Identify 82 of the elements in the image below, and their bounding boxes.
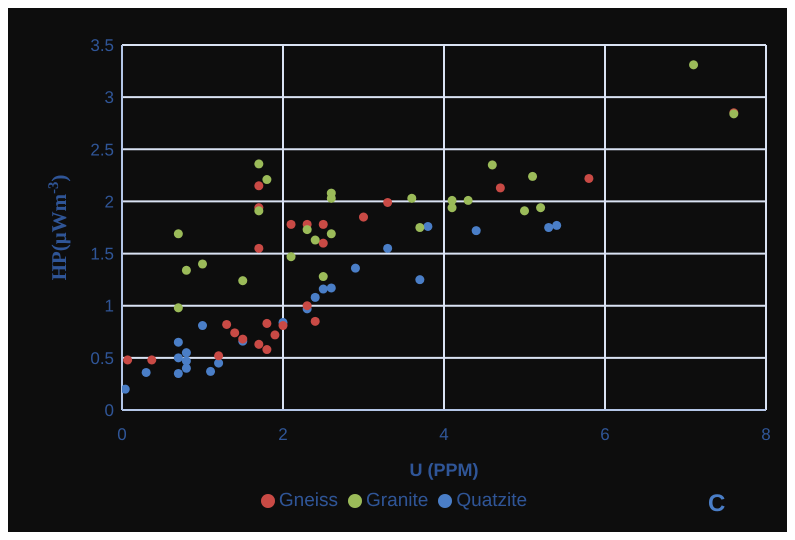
- legend-label: Gneiss: [278, 490, 338, 511]
- point: [689, 60, 698, 70]
- point: [198, 259, 208, 269]
- point: [174, 368, 183, 378]
- point: [262, 345, 272, 354]
- point: [214, 351, 224, 360]
- point: [448, 203, 457, 212]
- point: [302, 301, 312, 310]
- y-tick-label: 2.5: [90, 140, 114, 160]
- x-tick-label: 0: [117, 425, 127, 444]
- point: [584, 174, 594, 183]
- point: [222, 320, 232, 329]
- x-axis-title: U (PPM): [410, 460, 478, 480]
- point: [544, 222, 554, 232]
- point: [254, 206, 264, 216]
- point: [496, 183, 505, 192]
- point: [448, 196, 457, 205]
- point: [254, 340, 264, 349]
- point: [536, 203, 546, 212]
- point: [142, 368, 151, 377]
- point: [174, 303, 183, 312]
- point: [464, 196, 473, 205]
- legend-label: Granite: [366, 490, 428, 511]
- point: [318, 238, 328, 248]
- point: [174, 353, 183, 362]
- point: [350, 264, 360, 273]
- point: [270, 330, 280, 340]
- point: [182, 356, 191, 366]
- point: [302, 225, 312, 234]
- point: [182, 348, 191, 358]
- y-tick-label: 1.5: [90, 244, 114, 264]
- point: [383, 198, 392, 207]
- point: [552, 220, 562, 230]
- point: [310, 292, 320, 302]
- point: [254, 181, 264, 190]
- point: [254, 159, 264, 168]
- point: [528, 172, 538, 181]
- point: [310, 236, 320, 245]
- point: [318, 272, 328, 282]
- point: [230, 328, 240, 338]
- point: [182, 266, 191, 275]
- y-tick-label: 0: [104, 401, 114, 420]
- point: [206, 366, 216, 376]
- x-tick-label: 6: [600, 425, 610, 444]
- y-tick-label: 0.5: [90, 348, 114, 368]
- point: [174, 338, 183, 347]
- point: [318, 284, 328, 294]
- x-tick-label: 2: [278, 425, 288, 444]
- point: [278, 321, 288, 330]
- point: [383, 244, 392, 253]
- point: [122, 384, 130, 394]
- y-tick-label: 3.5: [90, 36, 114, 56]
- point: [198, 321, 208, 330]
- point: [472, 226, 481, 236]
- point: [238, 276, 248, 286]
- point: [407, 194, 416, 203]
- point: [326, 283, 336, 292]
- x-tick-label: 4: [439, 425, 449, 444]
- point: [214, 358, 224, 368]
- x-tick-label: 8: [761, 425, 771, 444]
- point: [415, 222, 424, 232]
- point: [310, 316, 320, 326]
- point: [423, 222, 432, 231]
- point: [415, 275, 424, 284]
- text: C: [708, 490, 726, 518]
- point: [147, 355, 156, 364]
- point: [488, 160, 497, 170]
- point: [286, 220, 296, 229]
- point: [174, 229, 183, 238]
- y-tick-label: 1: [104, 296, 114, 316]
- point: [262, 318, 272, 328]
- point: [318, 220, 328, 229]
- legend-label: Quatzite: [456, 490, 528, 511]
- point: [520, 206, 530, 216]
- point: [123, 355, 132, 364]
- y-tick-label: 2: [104, 192, 114, 212]
- point: [286, 252, 296, 262]
- point: [254, 244, 264, 253]
- y-tick-label: 3: [104, 88, 114, 108]
- point: [326, 229, 336, 238]
- point: [358, 212, 368, 222]
- point: [262, 175, 272, 184]
